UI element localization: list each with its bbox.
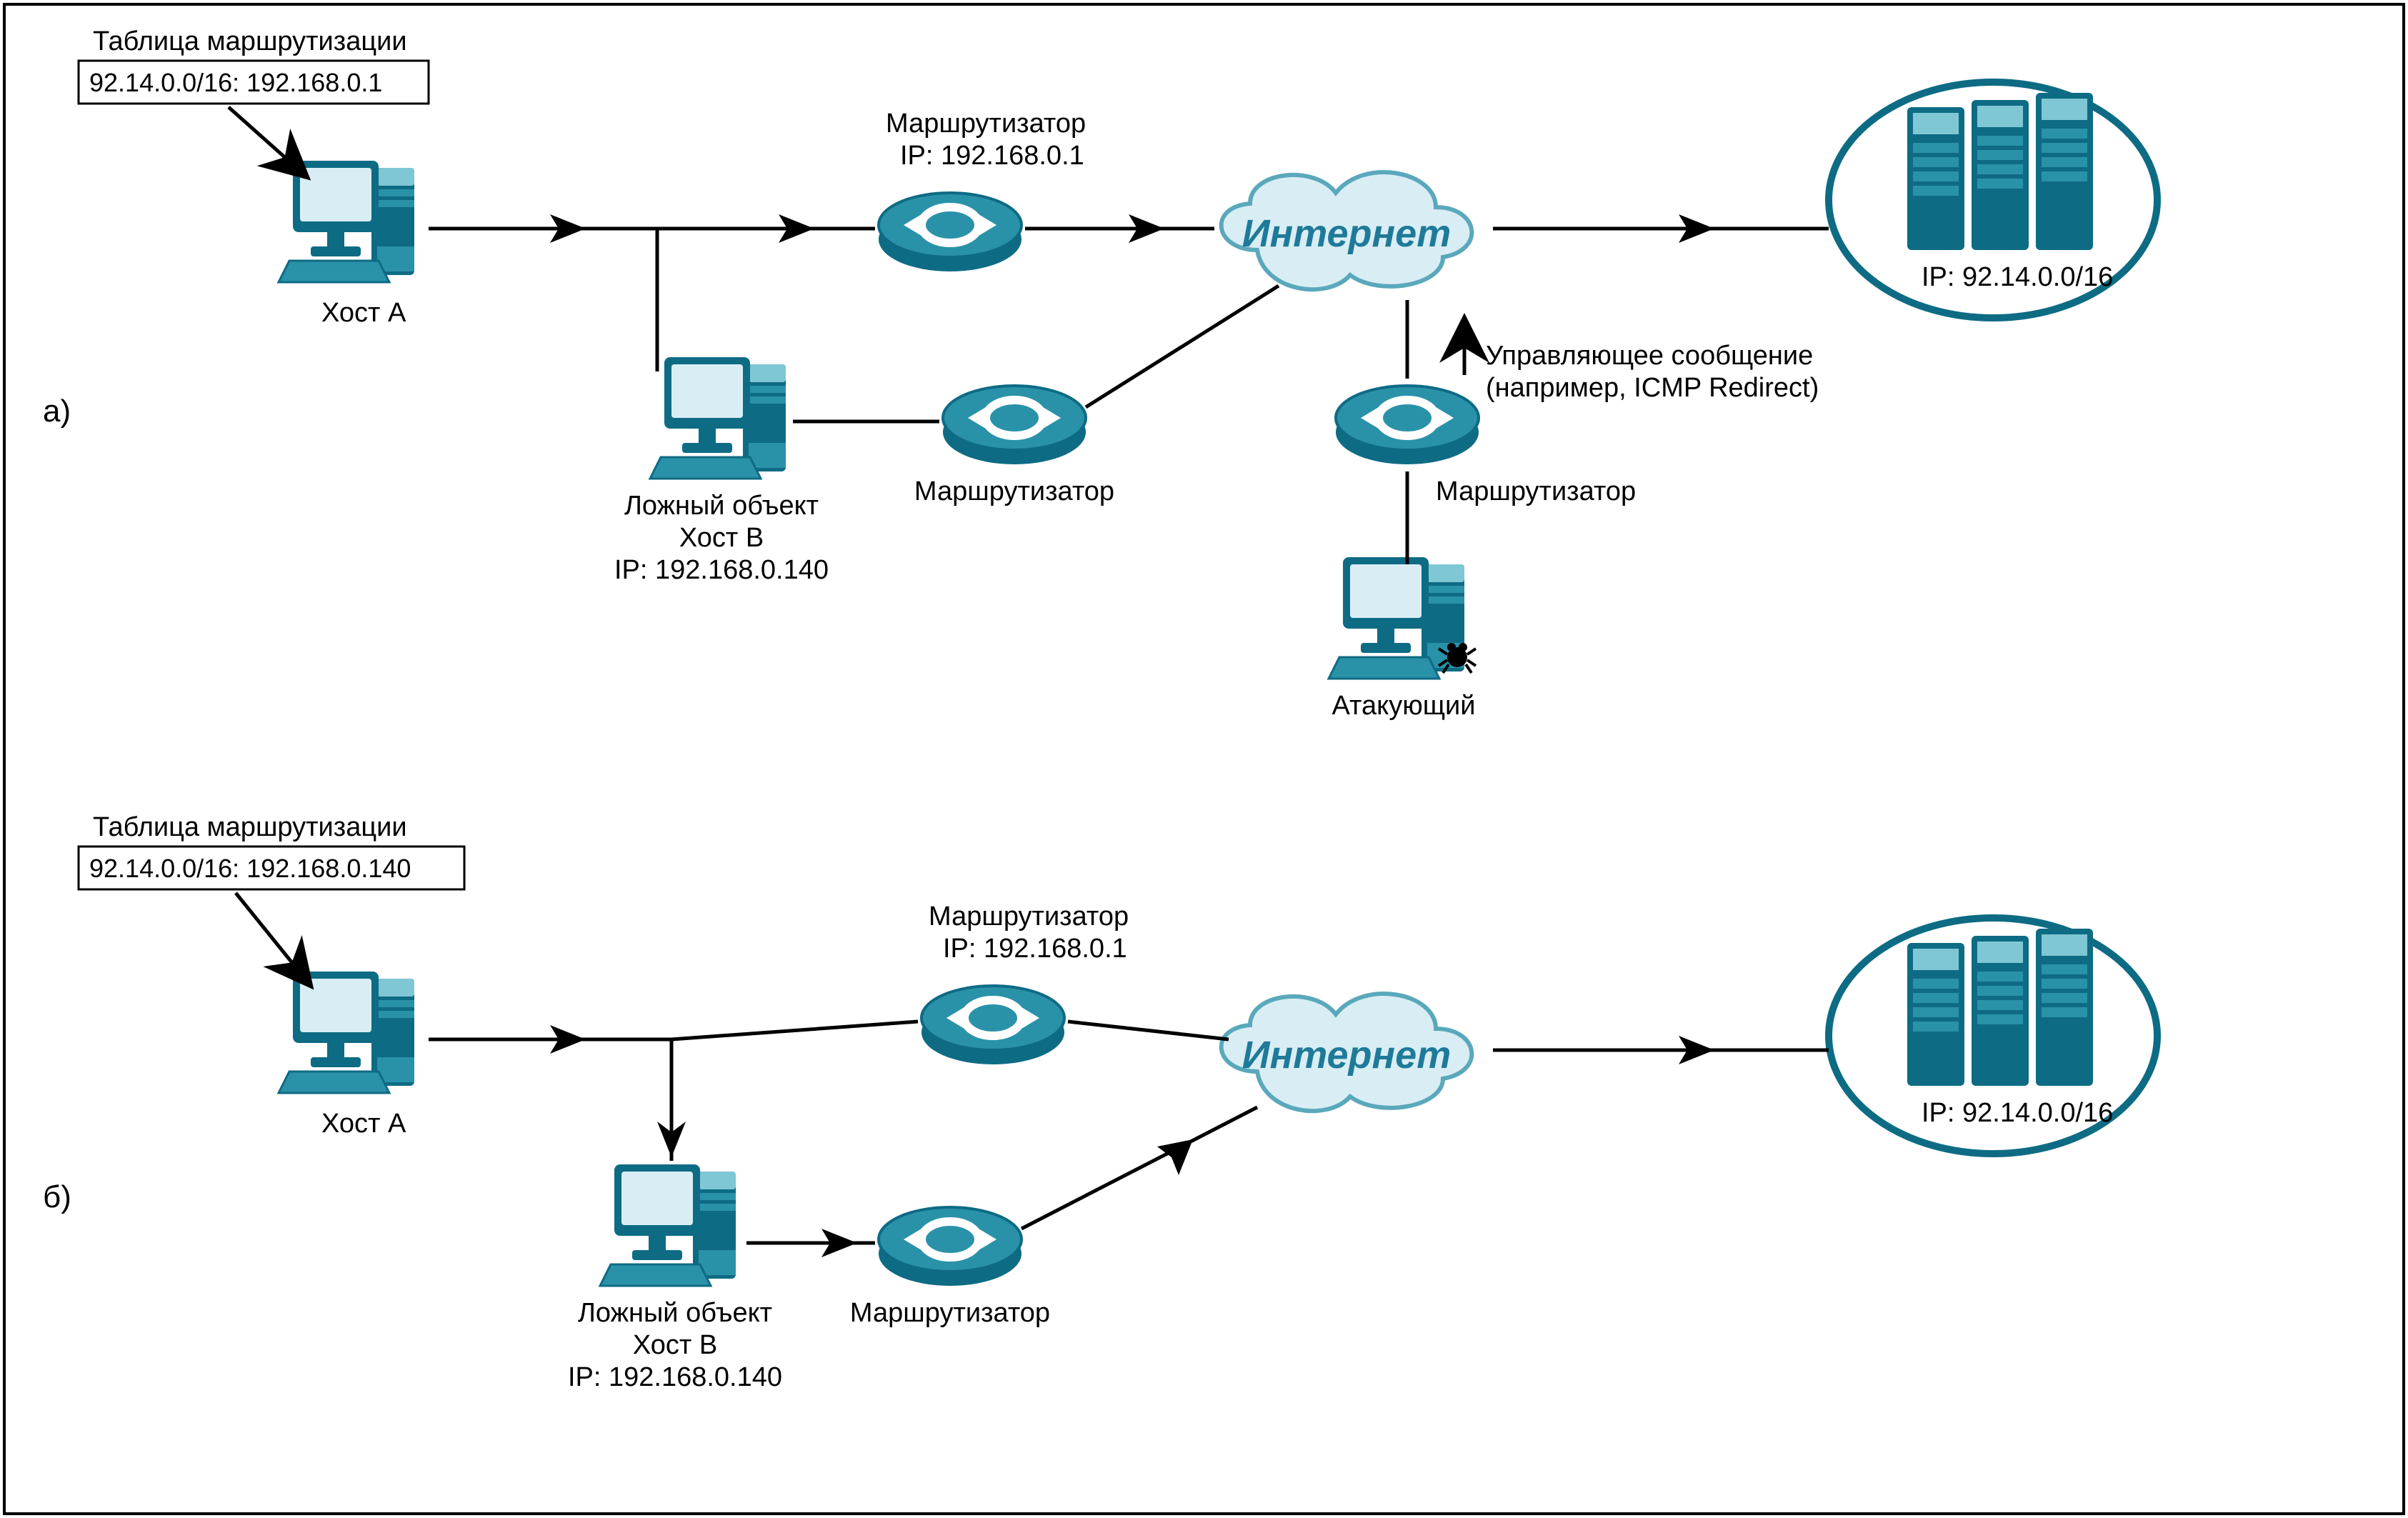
edge-router2-internet: [1086, 286, 1279, 407]
host-b-b-icon: [600, 1164, 736, 1286]
network-diagram-svg: а) Таблица маршрутизации 92.14.0.0/16: 1…: [0, 0, 2408, 1518]
router3-a-label: Маршрутизатор: [1436, 476, 1636, 506]
router1-a-line2: IP: 192.168.0.1: [900, 141, 1084, 171]
diagram-canvas: а) Таблица маршрутизации 92.14.0.0/16: 1…: [0, 0, 2408, 1518]
edge-junction-router1-b: [671, 1022, 918, 1039]
servers-a-label: IP: 92.14.0.0/16: [1922, 262, 2113, 292]
routing-table-entry-a: 92.14.0.0/16: 192.168.0.1: [89, 68, 382, 97]
router2-a-label: Маршрутизатор: [914, 476, 1114, 506]
router1-a-line1: Маршрутизатор: [886, 109, 1086, 139]
attacker-a-icon: [1329, 557, 1464, 679]
host-a-icon: [279, 161, 414, 282]
router1-b-line1: Маршрутизатор: [929, 902, 1129, 932]
router2-a-icon: [943, 386, 1086, 464]
edge-rtable-hosta: [229, 107, 307, 177]
host-b-a-line2: Хост B: [679, 523, 764, 553]
servers-b-label: IP: 92.14.0.0/16: [1922, 1098, 2113, 1128]
internet-a-label: Интернет: [1242, 212, 1451, 255]
router2-b-icon: [879, 1207, 1021, 1286]
router3-a-icon: [1336, 386, 1479, 464]
attacker-a-label: Атакующий: [1332, 691, 1476, 721]
router2-b-label: Маршрутизатор: [850, 1298, 1050, 1328]
router1-b-icon: [921, 986, 1064, 1064]
host-a-b-label: Хост A: [321, 1109, 406, 1139]
panel-a: а) Таблица маршрутизации 92.14.0.0/16: 1…: [43, 26, 2157, 721]
host-b-a-line1: Ложный объект: [624, 491, 819, 521]
host-b-b-line2: Хост B: [633, 1330, 717, 1360]
host-b-a-icon: [650, 357, 786, 479]
panel-b-label: б): [43, 1179, 71, 1214]
routing-table-entry-b: 92.14.0.0/16: 192.168.0.140: [89, 854, 411, 883]
edge-router1-internet-b: [1068, 1022, 1229, 1039]
panel-a-label: а): [43, 394, 71, 429]
edge-rtable-hosta-b: [236, 893, 311, 986]
edge-router2-internet-b: [1021, 1107, 1257, 1229]
host-a-label: Хост A: [321, 298, 406, 328]
host-b-a-line3: IP: 192.168.0.140: [614, 555, 829, 585]
routing-table-title-b: Таблица маршрутизации: [93, 812, 407, 842]
host-b-b-line3: IP: 192.168.0.140: [568, 1362, 782, 1392]
host-a-b-icon: [279, 972, 414, 1093]
routing-table-title-a: Таблица маршрутизации: [93, 26, 407, 56]
panel-b: б) Таблица маршрутизации 92.14.0.0/16: 1…: [43, 812, 2157, 1392]
router1-b-line2: IP: 192.168.0.1: [943, 934, 1127, 964]
router1-a-icon: [879, 193, 1021, 271]
ctrl-msg-line1: Управляющее сообщение: [1486, 341, 1813, 371]
ctrl-msg-line2: (например, ICMP Redirect): [1486, 373, 1819, 403]
internet-b-label: Интернет: [1242, 1034, 1451, 1077]
host-b-b-line1: Ложный объект: [578, 1298, 772, 1328]
